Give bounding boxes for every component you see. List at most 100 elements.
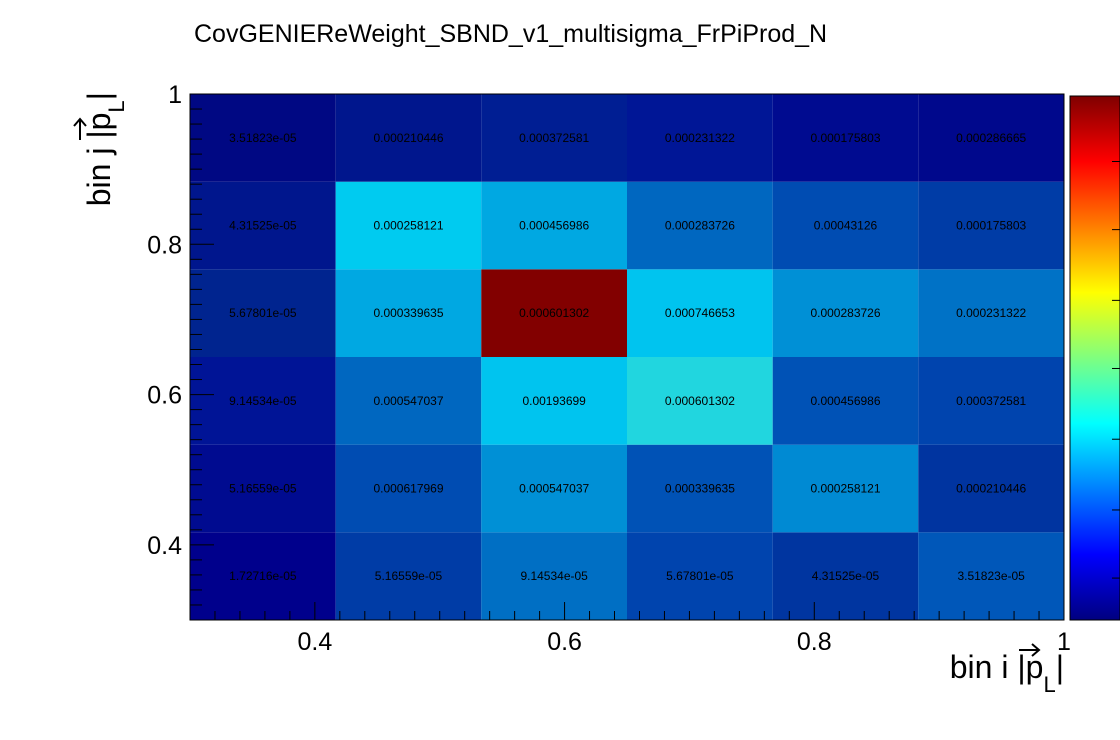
heatmap-cell-6-3 xyxy=(918,357,1064,445)
heatmap-cell-1-1 xyxy=(190,532,336,620)
cell-value-label-3-2: 0.000547037 xyxy=(519,482,589,496)
heatmap-cell-4-1 xyxy=(627,532,773,620)
heatmap-cell-3-6 xyxy=(481,94,627,182)
y-axis-title: bin j |pL| xyxy=(81,92,129,206)
heatmap-cell-6-6 xyxy=(918,94,1064,182)
heatmap-cell-2-6 xyxy=(335,94,482,182)
heatmap-cell-4-3 xyxy=(627,357,773,445)
heatmap-cell-1-3 xyxy=(190,357,336,445)
y-axis-title-subscript: L xyxy=(104,100,129,112)
cell-value-label-2-4: 0.000339635 xyxy=(373,306,443,320)
cell-value-label-3-5: 0.000456986 xyxy=(519,219,589,233)
y-axis-vector-arrow xyxy=(73,117,87,140)
cell-value-label-6-6: 0.000286665 xyxy=(956,131,1026,145)
cell-value-label-4-4: 0.000746653 xyxy=(665,306,735,320)
cell-value-label-5-2: 0.000258121 xyxy=(810,482,880,496)
cell-value-label-4-6: 0.000231322 xyxy=(665,131,735,145)
cell-value-label-3-3: 0.00193699 xyxy=(522,394,586,408)
cell-value-label-2-2: 0.000617969 xyxy=(373,482,443,496)
y-axis-title-vector: p xyxy=(81,113,117,131)
cell-value-label-6-4: 0.000231322 xyxy=(956,306,1026,320)
heatmap-cell-2-1 xyxy=(335,532,482,620)
y-tick-label: 0.4 xyxy=(147,532,182,560)
y-tick-label: 0.8 xyxy=(147,231,182,259)
x-tick-label: 0.6 xyxy=(547,628,582,656)
heatmap-cell-3-1 xyxy=(481,532,627,620)
heatmap-cell-6-1 xyxy=(918,532,1064,620)
x-axis: 0.4 0.6 0.8 1 xyxy=(189,602,1071,656)
y-axis-title-main: bin j | xyxy=(81,130,117,206)
x-axis-title-vector: p xyxy=(1026,649,1044,685)
chart-title: CovGENIEReWeight_SBND_v1_multisigma_FrPi… xyxy=(194,20,828,48)
heatmap-cell-4-6 xyxy=(627,94,773,182)
cell-value-label-2-5: 0.000258121 xyxy=(373,219,443,233)
cell-value-label-6-5: 0.000175803 xyxy=(956,219,1026,233)
cell-value-label-1-4: 5.67801e-05 xyxy=(229,306,297,320)
cell-value-label-4-2: 0.000339635 xyxy=(665,482,735,496)
cell-value-label-2-3: 0.000547037 xyxy=(373,394,443,408)
x-axis-title-end: | xyxy=(1056,649,1064,685)
cell-value-label-1-3: 9.14534e-05 xyxy=(229,394,297,408)
heatmap-cell-2-2 xyxy=(335,444,482,533)
heatmap-cell-1-4 xyxy=(190,269,336,357)
cell-value-label-4-5: 0.000283726 xyxy=(665,219,735,233)
cell-value-label-1-1: 1.72716e-05 xyxy=(229,569,297,583)
cell-value-label-4-3: 0.000601302 xyxy=(665,394,735,408)
y-tick-label: 1 xyxy=(168,81,182,109)
x-axis-title: bin i |pL| xyxy=(950,649,1064,697)
cell-value-label-6-3: 0.000372581 xyxy=(956,394,1026,408)
heatmap-cell-5-3 xyxy=(772,357,919,445)
cell-value-label-2-6: 0.000210446 xyxy=(373,131,443,145)
cell-value-label-4-1: 5.67801e-05 xyxy=(666,569,734,583)
x-tick-label: 0.8 xyxy=(797,628,832,656)
cell-value-label-6-1: 3.51823e-05 xyxy=(957,569,1025,583)
heatmap-cell-3-5 xyxy=(481,181,627,270)
heatmap-cell-2-3 xyxy=(335,357,482,445)
heatmap-cell-3-4 xyxy=(481,269,627,357)
cell-value-label-6-2: 0.000210446 xyxy=(956,482,1026,496)
cell-value-label-5-3: 0.000456986 xyxy=(810,394,880,408)
heatmap-cell-1-6 xyxy=(190,94,336,182)
cell-value-label-1-2: 5.16559e-05 xyxy=(229,482,297,496)
heatmap-cell-5-5 xyxy=(772,181,919,270)
heatmap-cell-6-2 xyxy=(918,444,1064,533)
y-axis: 0.4 0.6 0.8 1 xyxy=(147,81,214,621)
color-scale-bar xyxy=(1069,95,1120,621)
x-tick-label: 1 xyxy=(1057,628,1071,656)
cell-value-label-3-1: 9.14534e-05 xyxy=(520,569,588,583)
heatmap-cells: 1.72716e-05 5.16559e-05 9.14534e-05 5.67801… xyxy=(190,94,1064,620)
cell-value-label-3-4: 0.000601302 xyxy=(519,306,589,320)
heatmap-cell-5-4 xyxy=(772,269,919,357)
x-tick-label: 0.4 xyxy=(297,628,332,656)
heatmap-cell-4-5 xyxy=(627,181,773,270)
heatmap-cell-1-5 xyxy=(190,181,336,270)
heatmap-cell-6-4 xyxy=(918,269,1064,357)
cell-value-label-1-6: 3.51823e-05 xyxy=(229,131,297,145)
heatmap-cell-6-5 xyxy=(918,181,1064,270)
heatmap-cell-4-2 xyxy=(627,444,773,533)
heatmap-cell-5-6 xyxy=(772,94,919,182)
cell-value-label-5-5: 0.00043126 xyxy=(814,219,878,233)
cell-value-label-5-1: 4.31525e-05 xyxy=(812,569,880,583)
cell-value-label-3-6: 0.000372581 xyxy=(519,131,589,145)
heatmap-cell-5-2 xyxy=(772,444,919,533)
cell-value-label-5-6: 0.000175803 xyxy=(810,131,880,145)
cell-value-label-1-5: 4.31525e-05 xyxy=(229,219,297,233)
x-axis-vector-arrow xyxy=(1019,643,1041,657)
heatmap-cell-4-4 xyxy=(627,269,773,357)
x-axis-title-main: bin i | xyxy=(950,649,1026,685)
heatmap-cell-1-2 xyxy=(190,444,336,533)
y-axis-title-end: | xyxy=(81,92,117,100)
heatmap-cell-2-4 xyxy=(335,269,482,357)
heatmap-cell-5-1 xyxy=(772,532,919,620)
color-scale-gradient xyxy=(1069,95,1120,621)
cell-value-label-2-1: 5.16559e-05 xyxy=(375,569,443,583)
y-tick-label: 0.6 xyxy=(147,382,182,410)
heatmap-cell-3-3 xyxy=(481,357,627,445)
cell-value-label-5-4: 0.000283726 xyxy=(810,306,880,320)
heatmap-cell-2-5 xyxy=(335,181,482,270)
plot-frame xyxy=(189,93,1065,621)
x-axis-title-subscript: L xyxy=(1043,672,1055,697)
heatmap-cell-3-2 xyxy=(481,444,627,533)
